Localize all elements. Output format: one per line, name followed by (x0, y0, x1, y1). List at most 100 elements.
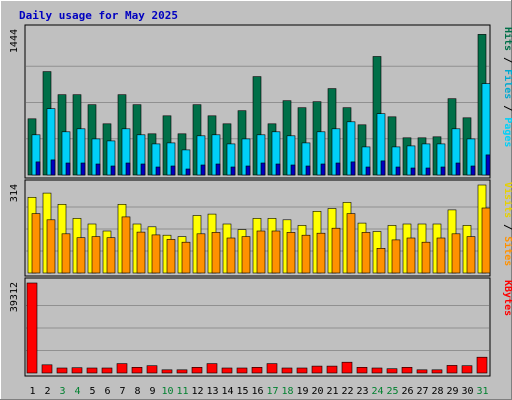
legend-entry-visits-sites-1: / (502, 218, 512, 236)
bar-sites-day-7 (121, 216, 131, 274)
x-tick-label-6: 6 (104, 386, 110, 397)
x-tick-label-11: 11 (176, 386, 188, 397)
bar-sites-day-25 (391, 239, 401, 274)
bar-sites-day-3 (61, 233, 71, 274)
x-tick-label-22: 22 (341, 386, 353, 397)
bar-kbytes-day-31 (476, 356, 488, 374)
bar-pages-day-23 (365, 166, 371, 176)
x-tick-label-12: 12 (191, 386, 203, 397)
panel-kbytes: 39312 KBytes (9, 277, 512, 377)
bar-kbytes-day-20 (311, 365, 323, 374)
bar-kbytes-day-22 (341, 361, 353, 374)
bar-pages-day-25 (395, 166, 401, 176)
ymax-label-visits-sites: 314 (9, 184, 20, 202)
bar-kbytes-day-6 (101, 367, 113, 374)
bar-kbytes-day-29 (446, 365, 458, 374)
bar-kbytes-day-2 (41, 364, 53, 374)
x-tick-label-17: 17 (266, 386, 278, 397)
x-tick-label-31: 31 (476, 386, 488, 397)
x-tick-label-10: 10 (161, 386, 173, 397)
bar-pages-day-7 (125, 162, 131, 176)
chart-title: Daily usage for May 2025 (19, 9, 178, 22)
bar-sites-day-1 (31, 213, 41, 274)
bar-pages-day-8 (140, 163, 146, 176)
bar-kbytes-day-11 (176, 369, 188, 374)
bar-kbytes-day-30 (461, 365, 473, 374)
x-tick-label-19: 19 (296, 386, 308, 397)
x-tick-label-1: 1 (29, 386, 35, 397)
bar-pages-day-1 (35, 161, 41, 176)
panel-hits-files-pages: 1444 Hits / Files / Pages (9, 24, 512, 179)
x-tick-label-2: 2 (44, 386, 50, 397)
bar-pages-day-30 (470, 165, 476, 176)
legend-entry-hits-files-pages-3: / (502, 99, 512, 117)
bar-pages-day-19 (305, 165, 311, 176)
x-tick-label-21: 21 (326, 386, 338, 397)
bar-kbytes-day-9 (146, 365, 158, 374)
x-tick-label-23: 23 (356, 386, 368, 397)
bar-pages-day-31 (485, 154, 491, 176)
bar-sites-day-18 (286, 232, 296, 274)
bar-pages-day-9 (155, 166, 161, 176)
bar-sites-day-22 (346, 213, 356, 274)
bar-sites-day-10 (166, 239, 176, 274)
bar-sites-day-30 (466, 236, 476, 274)
x-tick-label-20: 20 (311, 386, 323, 397)
x-tick-label-26: 26 (401, 386, 413, 397)
bar-sites-day-17 (271, 230, 281, 274)
bar-kbytes-day-1 (26, 282, 38, 374)
bar-sites-day-6 (106, 237, 116, 274)
legend-kbytes: KBytes (502, 280, 512, 316)
bar-kbytes-day-26 (401, 366, 413, 374)
bar-sites-day-27 (421, 241, 431, 274)
bar-sites-day-13 (211, 232, 221, 274)
bar-kbytes-day-5 (86, 367, 98, 374)
bar-kbytes-day-15 (236, 367, 248, 374)
x-tick-label-28: 28 (431, 386, 443, 397)
x-tick-label-25: 25 (386, 386, 398, 397)
bar-pages-day-27 (425, 167, 431, 176)
bar-sites-day-9 (151, 234, 161, 274)
ymax-label-kbytes: 39312 (9, 282, 20, 312)
x-tick-label-14: 14 (221, 386, 233, 397)
bar-kbytes-day-16 (251, 366, 263, 374)
bar-sites-day-11 (181, 241, 191, 274)
bar-pages-day-4 (80, 162, 86, 176)
x-tick-label-3: 3 (59, 386, 65, 397)
bar-pages-day-17 (275, 163, 281, 176)
bar-sites-day-2 (46, 219, 56, 274)
bar-kbytes-day-27 (416, 369, 428, 374)
bar-pages-day-15 (245, 165, 251, 176)
bar-sites-day-26 (406, 237, 416, 274)
x-tick-label-13: 13 (206, 386, 218, 397)
bar-kbytes-day-4 (71, 367, 83, 374)
bar-kbytes-day-7 (116, 363, 128, 374)
legend-entry-hits-files-pages-2: Files (502, 69, 512, 99)
bar-sites-day-21 (331, 227, 341, 274)
bar-kbytes-day-18 (281, 367, 293, 374)
bar-kbytes-day-28 (431, 369, 443, 374)
bar-pages-day-24 (380, 160, 386, 176)
bar-pages-day-6 (110, 165, 116, 176)
panel-visits-sites: 314 Visits / Sites (9, 179, 512, 277)
bar-kbytes-day-13 (206, 363, 218, 374)
bar-pages-day-22 (350, 161, 356, 176)
bar-sites-day-8 (136, 231, 146, 274)
bar-pages-day-20 (320, 163, 326, 176)
bar-kbytes-day-12 (191, 366, 203, 374)
bar-pages-day-10 (170, 165, 176, 176)
x-tick-label-29: 29 (446, 386, 458, 397)
legend-entry-hits-files-pages-4: Pages (502, 117, 512, 147)
x-tick-label-8: 8 (134, 386, 140, 397)
legend-entry-hits-files-pages-0: Hits (502, 27, 512, 51)
bar-pages-day-12 (200, 164, 206, 176)
x-tick-label-30: 30 (461, 386, 473, 397)
bar-sites-day-19 (301, 234, 311, 274)
x-tick-label-5: 5 (89, 386, 95, 397)
bar-sites-day-20 (316, 232, 326, 274)
bar-pages-day-14 (230, 166, 236, 176)
x-tick-label-16: 16 (251, 386, 263, 397)
x-tick-label-18: 18 (281, 386, 293, 397)
bar-pages-day-18 (290, 164, 296, 176)
